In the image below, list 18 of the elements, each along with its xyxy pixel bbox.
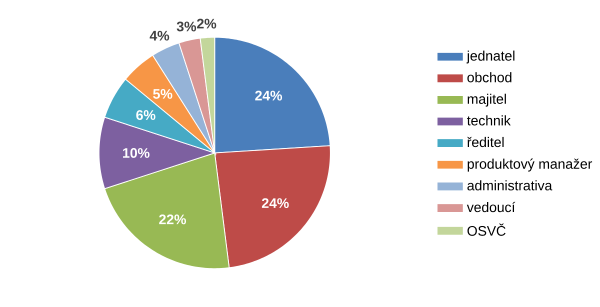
data-label: 24% (262, 198, 289, 208)
data-label: 10% (123, 148, 150, 158)
data-label: 6% (136, 110, 156, 120)
legend-label: jednatel (466, 50, 514, 64)
legend-label: OSVČ (467, 224, 506, 236)
legend-label: technik (467, 116, 511, 126)
legend-label: majitel (468, 94, 506, 107)
legend-label: vedoucí (466, 202, 516, 212)
data-label: 22% (159, 214, 186, 225)
legend-label: ředitel (467, 137, 504, 148)
data-label: 2% (197, 18, 216, 29)
data-label: 4% (150, 31, 170, 41)
data-label: 5% (153, 89, 172, 100)
legend-label: obchod (467, 72, 512, 83)
data-label: 3% (176, 22, 196, 32)
legend-label: administrativa (467, 180, 552, 191)
data-label: 24% (255, 90, 282, 101)
legend-label: produktový manažer (468, 158, 592, 172)
